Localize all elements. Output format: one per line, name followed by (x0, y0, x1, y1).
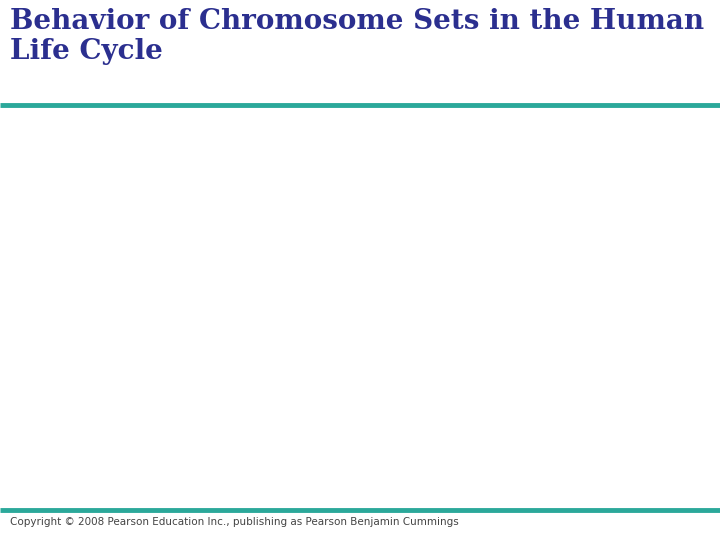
Text: Copyright © 2008 Pearson Education Inc., publishing as Pearson Benjamin Cummings: Copyright © 2008 Pearson Education Inc.,… (10, 517, 459, 527)
Text: Behavior of Chromosome Sets in the Human
Life Cycle: Behavior of Chromosome Sets in the Human… (10, 8, 704, 65)
